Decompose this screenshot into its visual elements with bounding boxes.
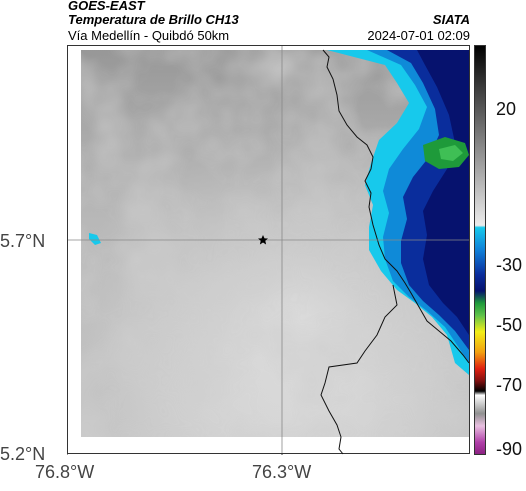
satellite-map [67,45,470,455]
colorbar-tick-minus30: -30 [496,255,523,275]
datetime-label: 2024-07-01 02:09 [367,28,470,43]
product-title: Temperatura de Brillo CH13 [68,12,239,27]
colorbar-tick-minus70: -70 [496,375,523,395]
star-icon [258,235,268,245]
cold-cloud-tops [89,50,469,375]
graticule [68,46,469,453]
colorbar-tick-minus50: -50 [496,315,523,335]
region-subtitle: Vía Medellín - Quibdó 50km [68,28,230,43]
axis-ticks [67,454,283,455]
coastline [320,49,470,455]
colorbar-tick-20: 20 [496,99,517,119]
lat-label-5-7: 5.7°N [0,231,46,251]
satellite-title: GOES-EAST [68,0,145,13]
lon-label-76-8: 76.8°W [35,462,95,482]
source-label: SIATA [432,12,470,27]
temperature-colorbar [474,45,486,455]
colorbar-tick-minus90: -90 [496,439,523,459]
lat-label-5-2: 5.2°N [0,444,46,464]
lon-label-76-3: 76.3°W [252,462,312,482]
